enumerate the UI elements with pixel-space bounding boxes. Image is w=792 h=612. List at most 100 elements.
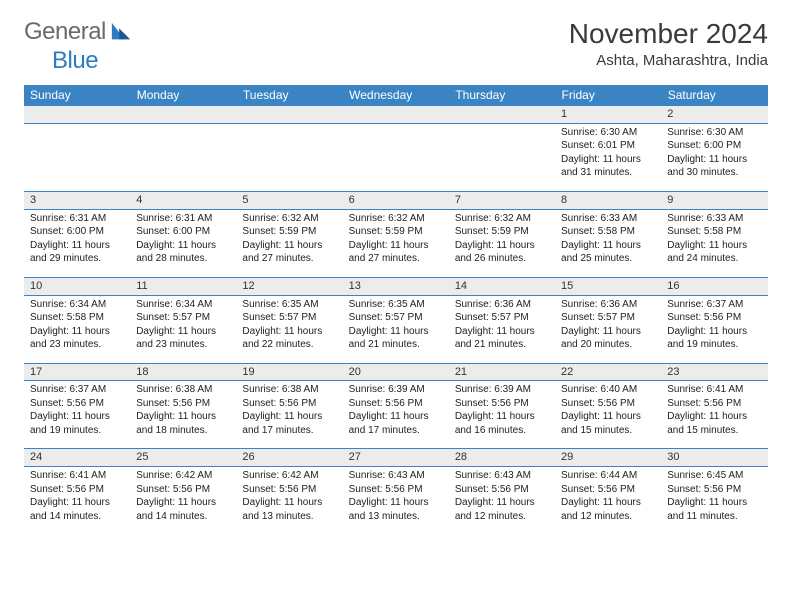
day-number-cell: 7 — [449, 191, 555, 209]
location-text: Ashta, Maharashtra, India — [569, 52, 768, 69]
logo: General — [24, 18, 134, 46]
day-number-cell: 15 — [555, 277, 661, 295]
day-detail-row: Sunrise: 6:37 AMSunset: 5:56 PMDaylight:… — [24, 381, 768, 449]
day-detail-cell: Sunrise: 6:41 AMSunset: 5:56 PMDaylight:… — [24, 467, 130, 535]
day-number-cell: 25 — [130, 449, 236, 467]
sunrise-text: Sunrise: 6:38 AM — [136, 383, 230, 397]
day-number-cell: 4 — [130, 191, 236, 209]
day-detail-cell: Sunrise: 6:42 AMSunset: 5:56 PMDaylight:… — [130, 467, 236, 535]
sunrise-text: Sunrise: 6:36 AM — [455, 298, 549, 312]
sunrise-text: Sunrise: 6:30 AM — [561, 126, 655, 140]
sunset-text: Sunset: 6:01 PM — [561, 139, 655, 153]
daylight-text: Daylight: 11 hours and 27 minutes. — [349, 239, 443, 266]
daylight-text: Daylight: 11 hours and 17 minutes. — [349, 410, 443, 437]
sunset-text: Sunset: 5:56 PM — [136, 483, 230, 497]
day-detail-cell: Sunrise: 6:31 AMSunset: 6:00 PMDaylight:… — [24, 209, 130, 277]
month-title: November 2024 — [569, 18, 768, 50]
day-number-row: 24252627282930 — [24, 449, 768, 467]
day-number-cell: 3 — [24, 191, 130, 209]
sunset-text: Sunset: 5:59 PM — [349, 225, 443, 239]
sunset-text: Sunset: 5:56 PM — [30, 483, 124, 497]
day-number-cell: 1 — [555, 106, 661, 124]
sunrise-text: Sunrise: 6:37 AM — [667, 298, 761, 312]
day-number-cell: 6 — [343, 191, 449, 209]
sunrise-text: Sunrise: 6:35 AM — [349, 298, 443, 312]
sunrise-text: Sunrise: 6:42 AM — [242, 469, 336, 483]
sunset-text: Sunset: 5:57 PM — [136, 311, 230, 325]
sunrise-text: Sunrise: 6:41 AM — [667, 383, 761, 397]
sunrise-text: Sunrise: 6:43 AM — [349, 469, 443, 483]
day-detail-cell: Sunrise: 6:44 AMSunset: 5:56 PMDaylight:… — [555, 467, 661, 535]
day-number-cell: 27 — [343, 449, 449, 467]
sunset-text: Sunset: 5:56 PM — [242, 483, 336, 497]
sunrise-text: Sunrise: 6:30 AM — [667, 126, 761, 140]
day-detail-cell — [24, 123, 130, 191]
day-detail-row: Sunrise: 6:31 AMSunset: 6:00 PMDaylight:… — [24, 209, 768, 277]
day-detail-cell: Sunrise: 6:33 AMSunset: 5:58 PMDaylight:… — [555, 209, 661, 277]
day-number-cell: 24 — [24, 449, 130, 467]
day-number-cell: 20 — [343, 363, 449, 381]
daylight-text: Daylight: 11 hours and 26 minutes. — [455, 239, 549, 266]
daylight-text: Daylight: 11 hours and 17 minutes. — [242, 410, 336, 437]
col-fri: Friday — [555, 85, 661, 106]
day-detail-cell — [130, 123, 236, 191]
daylight-text: Daylight: 11 hours and 16 minutes. — [455, 410, 549, 437]
col-sat: Saturday — [661, 85, 767, 106]
daylight-text: Daylight: 11 hours and 22 minutes. — [242, 325, 336, 352]
day-detail-cell: Sunrise: 6:38 AMSunset: 5:56 PMDaylight:… — [236, 381, 342, 449]
day-number-cell — [236, 106, 342, 124]
day-detail-cell: Sunrise: 6:31 AMSunset: 6:00 PMDaylight:… — [130, 209, 236, 277]
day-number-cell: 28 — [449, 449, 555, 467]
sunset-text: Sunset: 5:56 PM — [667, 483, 761, 497]
sunset-text: Sunset: 5:56 PM — [30, 397, 124, 411]
daylight-text: Daylight: 11 hours and 15 minutes. — [561, 410, 655, 437]
day-number-cell: 10 — [24, 277, 130, 295]
daylight-text: Daylight: 11 hours and 13 minutes. — [349, 496, 443, 523]
daylight-text: Daylight: 11 hours and 21 minutes. — [455, 325, 549, 352]
day-number-row: 3456789 — [24, 191, 768, 209]
sunset-text: Sunset: 5:57 PM — [455, 311, 549, 325]
sunrise-text: Sunrise: 6:45 AM — [667, 469, 761, 483]
col-sun: Sunday — [24, 85, 130, 106]
day-detail-cell — [343, 123, 449, 191]
daylight-text: Daylight: 11 hours and 12 minutes. — [561, 496, 655, 523]
sunset-text: Sunset: 5:58 PM — [561, 225, 655, 239]
sunrise-text: Sunrise: 6:39 AM — [349, 383, 443, 397]
sunrise-text: Sunrise: 6:31 AM — [30, 212, 124, 226]
daylight-text: Daylight: 11 hours and 23 minutes. — [30, 325, 124, 352]
daylight-text: Daylight: 11 hours and 25 minutes. — [561, 239, 655, 266]
daylight-text: Daylight: 11 hours and 19 minutes. — [30, 410, 124, 437]
day-number-cell: 30 — [661, 449, 767, 467]
day-detail-cell: Sunrise: 6:40 AMSunset: 5:56 PMDaylight:… — [555, 381, 661, 449]
daylight-text: Daylight: 11 hours and 27 minutes. — [242, 239, 336, 266]
title-block: November 2024 Ashta, Maharashtra, India — [569, 18, 768, 69]
day-number-cell: 19 — [236, 363, 342, 381]
sunset-text: Sunset: 5:56 PM — [455, 397, 549, 411]
day-detail-row: Sunrise: 6:34 AMSunset: 5:58 PMDaylight:… — [24, 295, 768, 363]
daylight-text: Daylight: 11 hours and 14 minutes. — [136, 496, 230, 523]
logo-word-2: Blue — [52, 47, 98, 74]
sunset-text: Sunset: 5:56 PM — [349, 397, 443, 411]
day-detail-cell: Sunrise: 6:35 AMSunset: 5:57 PMDaylight:… — [343, 295, 449, 363]
weekday-header-row: Sunday Monday Tuesday Wednesday Thursday… — [24, 85, 768, 106]
sunset-text: Sunset: 5:57 PM — [349, 311, 443, 325]
daylight-text: Daylight: 11 hours and 24 minutes. — [667, 239, 761, 266]
day-detail-cell: Sunrise: 6:30 AMSunset: 6:00 PMDaylight:… — [661, 123, 767, 191]
sunrise-text: Sunrise: 6:36 AM — [561, 298, 655, 312]
day-number-cell: 14 — [449, 277, 555, 295]
sunrise-text: Sunrise: 6:31 AM — [136, 212, 230, 226]
day-detail-cell — [449, 123, 555, 191]
day-detail-cell: Sunrise: 6:36 AMSunset: 5:57 PMDaylight:… — [555, 295, 661, 363]
day-number-cell: 11 — [130, 277, 236, 295]
col-tue: Tuesday — [236, 85, 342, 106]
sunrise-text: Sunrise: 6:32 AM — [242, 212, 336, 226]
sunrise-text: Sunrise: 6:43 AM — [455, 469, 549, 483]
sunset-text: Sunset: 5:56 PM — [349, 483, 443, 497]
calendar-table: Sunday Monday Tuesday Wednesday Thursday… — [24, 85, 768, 535]
sunrise-text: Sunrise: 6:44 AM — [561, 469, 655, 483]
sunrise-text: Sunrise: 6:38 AM — [242, 383, 336, 397]
daylight-text: Daylight: 11 hours and 28 minutes. — [136, 239, 230, 266]
day-number-cell: 9 — [661, 191, 767, 209]
sunset-text: Sunset: 5:58 PM — [667, 225, 761, 239]
day-number-cell: 21 — [449, 363, 555, 381]
